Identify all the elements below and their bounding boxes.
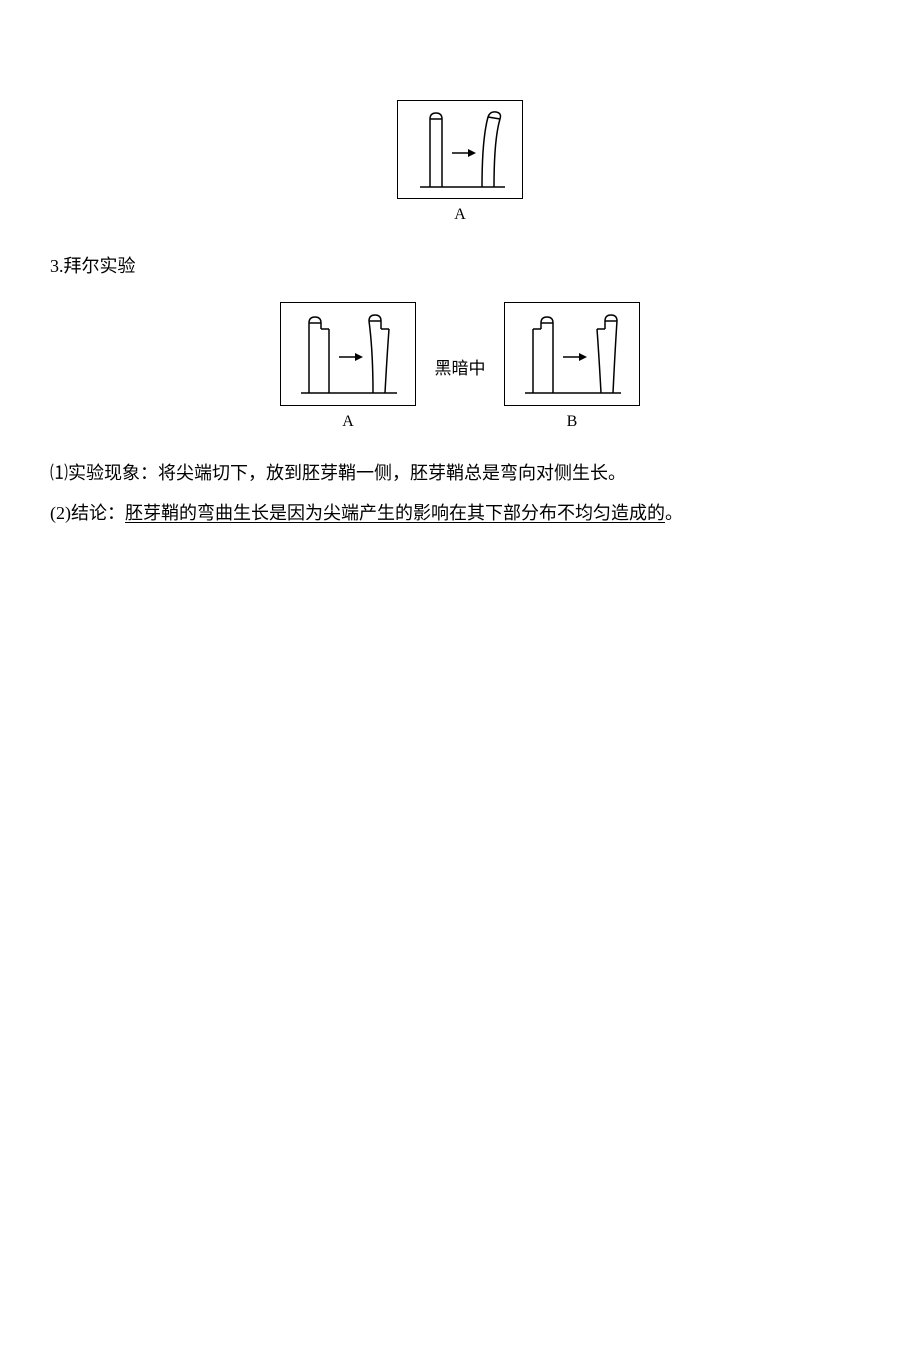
diagram-b-svg [517,311,627,401]
diagram-b-container: B [496,302,648,437]
top-diagram-label: A [389,201,531,230]
diagram-b-box [504,302,640,406]
top-diagram-container: A [389,100,531,230]
section-3-diagram-row: A 黑暗中 [50,302,870,437]
diagram-a-container: A [272,302,424,437]
conclusion-line: (2)结论：胚芽鞘的弯曲生长是因为尖端产生的影响在其下部分布不均匀造成的。 [50,497,870,529]
observation-line: ⑴实验现象：将尖端切下，放到胚芽鞘一侧，胚芽鞘总是弯向对侧生长。 [50,457,870,489]
top-diagram-box [397,100,523,199]
top-diagram-row: A [50,100,870,230]
section-3-heading: 3.拜尔实验 [50,250,870,282]
conclusion-prefix: (2)结论： [50,503,125,523]
diagram-b-label: B [496,408,648,437]
diagram-a-label: A [272,408,424,437]
conclusion-underlined: 胚芽鞘的弯曲生长是因为尖端产生的影响在其下部分布不均匀造成的 [125,503,665,523]
conclusion-suffix: 。 [665,503,683,523]
top-diagram-svg [410,109,510,194]
diagram-a-box [280,302,416,406]
dark-condition-label: 黑暗中 [435,354,486,385]
diagram-a-svg [293,311,403,401]
